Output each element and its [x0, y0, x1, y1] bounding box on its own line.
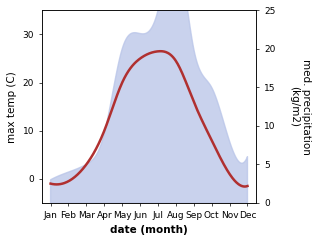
- Y-axis label: max temp (C): max temp (C): [7, 71, 17, 143]
- Y-axis label: med. precipitation
(kg/m2): med. precipitation (kg/m2): [289, 59, 311, 155]
- X-axis label: date (month): date (month): [110, 225, 188, 235]
